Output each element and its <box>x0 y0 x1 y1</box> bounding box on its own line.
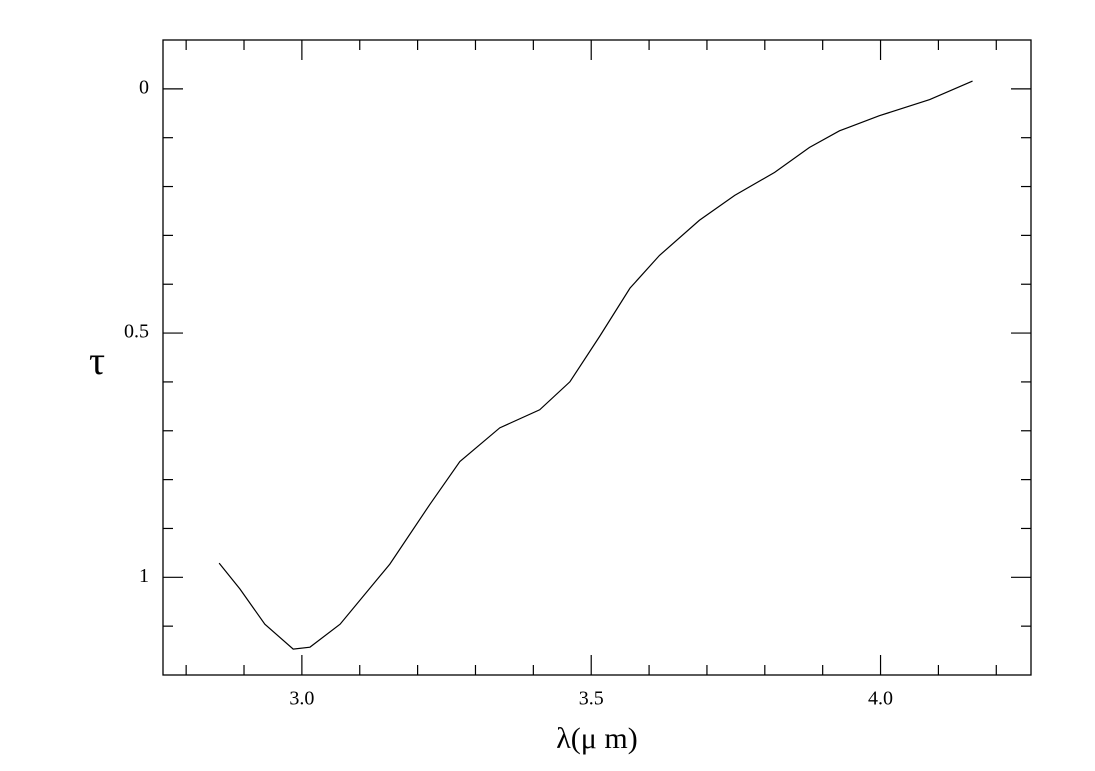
y-axis-title: τ <box>89 338 105 383</box>
x-tick-label: 3.5 <box>579 688 604 710</box>
x-tick-label: 4.0 <box>868 688 893 710</box>
x-axis-title: λ(μ m) <box>556 722 637 755</box>
data-line <box>218 80 973 650</box>
x-tick-label: 3.0 <box>289 688 314 710</box>
y-tick-label: 0 <box>139 76 149 98</box>
y-tick-label: 1 <box>139 565 149 587</box>
y-tick-label: 0.5 <box>124 321 149 343</box>
plot-frame <box>162 39 1032 676</box>
